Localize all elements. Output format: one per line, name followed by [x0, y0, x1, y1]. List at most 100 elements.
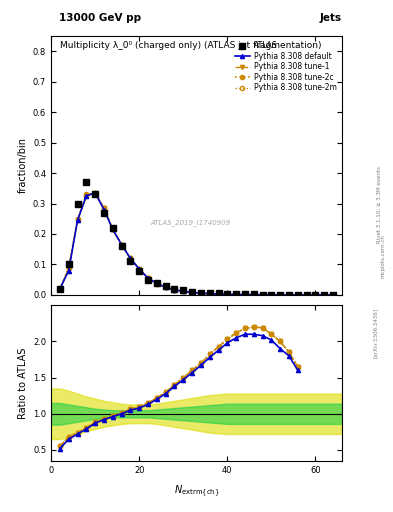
- Pythia 8.308 tune-2c: [119, 242, 124, 248]
- ATLAS: [57, 286, 62, 292]
- Pythia 8.308 default: [66, 267, 71, 273]
- Pythia 8.308 default: [269, 292, 274, 298]
- Pythia 8.308 tune-2m: [269, 292, 274, 298]
- Pythia 8.308 tune-2c: [296, 292, 300, 298]
- Pythia 8.308 default: [190, 289, 195, 295]
- Pythia 8.308 tune-2c: [225, 291, 230, 297]
- Pythia 8.308 default: [75, 217, 80, 223]
- ATLAS: [225, 291, 230, 297]
- Legend: ATLAS, Pythia 8.308 default, Pythia 8.308 tune-1, Pythia 8.308 tune-2c, Pythia 8: ATLAS, Pythia 8.308 default, Pythia 8.30…: [233, 39, 338, 94]
- Pythia 8.308 tune-2m: [296, 292, 300, 298]
- Pythia 8.308 tune-2m: [322, 292, 327, 298]
- Pythia 8.308 tune-2m: [234, 291, 239, 297]
- Pythia 8.308 tune-2c: [208, 291, 212, 297]
- ATLAS: [102, 209, 107, 216]
- ATLAS: [119, 243, 124, 249]
- Pythia 8.308 default: [137, 266, 141, 272]
- Pythia 8.308 tune-1: [154, 281, 159, 287]
- Pythia 8.308 tune-2c: [181, 288, 185, 294]
- Pythia 8.308 tune-2m: [190, 289, 195, 295]
- Pythia 8.308 tune-2c: [242, 292, 247, 298]
- Pythia 8.308 tune-2m: [75, 217, 80, 223]
- ATLAS: [66, 262, 71, 268]
- Pythia 8.308 tune-2m: [225, 291, 230, 297]
- Pythia 8.308 tune-2c: [75, 216, 80, 222]
- Pythia 8.308 tune-2m: [93, 190, 97, 196]
- Pythia 8.308 tune-1: [66, 266, 71, 272]
- Pythia 8.308 tune-1: [216, 291, 221, 297]
- Y-axis label: Ratio to ATLAS: Ratio to ATLAS: [18, 347, 28, 419]
- ATLAS: [172, 286, 177, 292]
- Y-axis label: fraction/bin: fraction/bin: [17, 137, 28, 194]
- Pythia 8.308 tune-2c: [331, 292, 336, 298]
- Pythia 8.308 default: [102, 206, 107, 212]
- Text: Jets: Jets: [320, 13, 342, 23]
- ATLAS: [128, 259, 133, 265]
- Pythia 8.308 default: [163, 284, 168, 290]
- ATLAS: [163, 283, 168, 289]
- Pythia 8.308 default: [252, 292, 256, 298]
- Pythia 8.308 tune-2m: [208, 291, 212, 297]
- Pythia 8.308 tune-1: [208, 291, 212, 297]
- Pythia 8.308 tune-2m: [216, 291, 221, 297]
- ATLAS: [286, 292, 291, 298]
- Pythia 8.308 tune-2m: [313, 292, 318, 298]
- ATLAS: [313, 292, 318, 298]
- ATLAS: [269, 292, 274, 298]
- ATLAS: [296, 292, 300, 298]
- Line: Pythia 8.308 tune-2m: Pythia 8.308 tune-2m: [58, 191, 335, 297]
- ATLAS: [278, 292, 283, 298]
- Pythia 8.308 default: [331, 292, 336, 298]
- Pythia 8.308 default: [93, 190, 97, 196]
- Pythia 8.308 tune-1: [322, 292, 327, 298]
- Pythia 8.308 tune-1: [181, 288, 185, 294]
- Pythia 8.308 default: [304, 292, 309, 298]
- Pythia 8.308 tune-2m: [304, 292, 309, 298]
- Pythia 8.308 default: [208, 291, 212, 297]
- Line: Pythia 8.308 tune-2c: Pythia 8.308 tune-2c: [58, 191, 335, 297]
- Pythia 8.308 tune-2m: [331, 292, 336, 298]
- ATLAS: [93, 191, 97, 198]
- Pythia 8.308 tune-2m: [57, 286, 62, 292]
- ATLAS: [252, 291, 256, 297]
- Pythia 8.308 tune-1: [128, 255, 133, 262]
- Pythia 8.308 tune-2c: [269, 292, 274, 298]
- Pythia 8.308 tune-1: [146, 275, 151, 281]
- Pythia 8.308 tune-1: [296, 292, 300, 298]
- Pythia 8.308 default: [225, 291, 230, 297]
- Pythia 8.308 tune-1: [234, 291, 239, 297]
- Pythia 8.308 tune-2c: [84, 191, 89, 198]
- Pythia 8.308 default: [198, 290, 203, 296]
- ATLAS: [137, 267, 141, 273]
- Pythia 8.308 default: [296, 292, 300, 298]
- Pythia 8.308 default: [154, 280, 159, 286]
- ATLAS: [190, 289, 195, 295]
- Pythia 8.308 default: [322, 292, 327, 298]
- ATLAS: [234, 291, 239, 297]
- Text: $N_{\rm extrm\{ch\}}$: $N_{\rm extrm\{ch\}}$: [174, 483, 219, 499]
- Pythia 8.308 tune-2m: [84, 193, 89, 199]
- ATLAS: [154, 280, 159, 286]
- Pythia 8.308 tune-2c: [216, 291, 221, 297]
- Text: 13000 GeV pp: 13000 GeV pp: [59, 13, 141, 23]
- ATLAS: [322, 292, 327, 298]
- Pythia 8.308 default: [119, 242, 124, 248]
- Pythia 8.308 tune-2m: [242, 292, 247, 298]
- Pythia 8.308 tune-2c: [286, 292, 291, 298]
- Pythia 8.308 tune-1: [331, 292, 336, 298]
- Pythia 8.308 tune-2c: [102, 205, 107, 211]
- ATLAS: [242, 291, 247, 297]
- Pythia 8.308 tune-1: [242, 292, 247, 298]
- Pythia 8.308 tune-2c: [66, 265, 71, 271]
- Pythia 8.308 tune-2c: [260, 292, 265, 298]
- Pythia 8.308 tune-2c: [93, 190, 97, 196]
- Text: Rivet 3.1.10; ≥ 3.3M events: Rivet 3.1.10; ≥ 3.3M events: [377, 166, 382, 243]
- Pythia 8.308 tune-1: [225, 291, 230, 297]
- Pythia 8.308 tune-1: [286, 292, 291, 298]
- Pythia 8.308 tune-1: [75, 217, 80, 223]
- Pythia 8.308 tune-1: [172, 287, 177, 293]
- Pythia 8.308 default: [146, 275, 151, 281]
- Pythia 8.308 default: [242, 292, 247, 298]
- Pythia 8.308 default: [110, 226, 115, 232]
- Pythia 8.308 tune-2c: [146, 275, 151, 281]
